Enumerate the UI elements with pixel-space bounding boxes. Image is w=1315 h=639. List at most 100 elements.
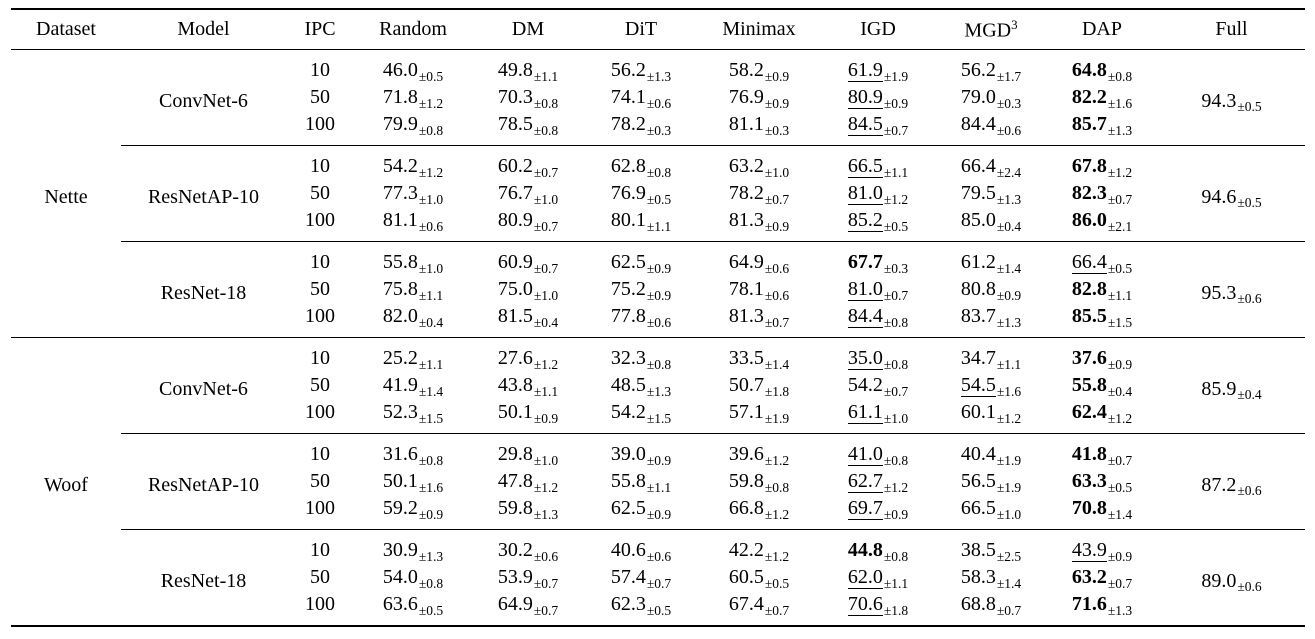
score-error: ±0.8 xyxy=(883,452,909,468)
score-value: 30.9 xyxy=(382,539,418,561)
score-value: 77.8 xyxy=(610,305,646,327)
score-value: 40.6 xyxy=(610,539,646,561)
score-value: 85.9 xyxy=(1201,377,1237,400)
score-error: ±0.7 xyxy=(1107,452,1133,468)
score-cell-dm: 53.9±0.7 xyxy=(472,564,584,591)
score-cell-dm: 80.9±0.7 xyxy=(472,207,584,242)
score-error: ±0.7 xyxy=(883,122,909,138)
model-label: ResNet-18 xyxy=(121,241,286,338)
score-value: 59.8 xyxy=(728,470,764,492)
ipc-value: 10 xyxy=(286,145,354,180)
score-cell-dm: 29.8±1.0 xyxy=(472,433,584,468)
score-value: 60.2 xyxy=(497,155,533,177)
score-error: ±0.4 xyxy=(1237,387,1262,402)
score-value: 61.1 xyxy=(847,401,883,424)
score-value: 50.1 xyxy=(382,470,418,492)
score-error: ±1.3 xyxy=(1107,122,1133,138)
score-cell-igd: 80.9±0.9 xyxy=(820,84,936,111)
ipc-value: 50 xyxy=(310,566,330,588)
table-row: 100 79.9±0.8 78.5±0.8 78.2±0.3 81.1±0.3 84.5±… xyxy=(11,111,1305,146)
table-row: ResNet-18 10 55.8±1.0 60.9±0.7 62.5±0.9 64.9±… xyxy=(11,241,1305,338)
score-cell-random: 81.1±0.6 xyxy=(354,207,472,242)
score-cell-dap: 62.4±1.2 xyxy=(1046,399,1158,434)
score-cell-dap: 70.8±1.4 xyxy=(1046,495,1158,530)
score-cell-igd: 61.1±1.0 xyxy=(820,399,936,434)
score-cell-dm: 75.0±1.0 xyxy=(472,276,584,303)
score-cell-minimax: 57.1±1.9 xyxy=(698,399,820,434)
score-value: 82.3 xyxy=(1071,182,1107,204)
score-error: ±1.4 xyxy=(996,260,1022,276)
score-value: 48.5 xyxy=(610,374,646,396)
score-cell-minimax: 76.9±0.9 xyxy=(698,84,820,111)
score-cell-dm: 64.9±0.7 xyxy=(472,591,584,626)
score-cell-dap: 82.8±1.1 xyxy=(1046,276,1158,303)
score-cell-mgd: 83.7±1.3 xyxy=(936,303,1046,338)
score-cell-random: 79.9±0.8 xyxy=(354,111,472,146)
score-cell-dm: 50.1±0.9 xyxy=(472,399,584,434)
score-value: 82.2 xyxy=(1071,86,1107,108)
score-error: ±1.1 xyxy=(1107,287,1133,303)
score-value: 82.8 xyxy=(1071,278,1107,300)
score-value: 94.6 xyxy=(1201,185,1237,208)
score-error: ±1.2 xyxy=(1107,164,1133,180)
score-cell-random: 63.6±0.5 xyxy=(354,591,472,626)
score-cell-igd: 41.0±0.8 xyxy=(820,433,936,468)
score-cell-mgd: 68.8±0.7 xyxy=(936,591,1046,626)
score-cell-igd: 44.8±0.8 xyxy=(820,529,936,564)
score-cell-dap: 85.5±1.5 xyxy=(1046,303,1158,338)
score-error: ±1.0 xyxy=(418,260,444,276)
score-error: ±0.3 xyxy=(883,260,909,276)
table-row: 50 77.3±1.0 76.7±1.0 76.9±0.5 78.2±0.7 81.0±1… xyxy=(11,180,1305,207)
score-cell-dap: 63.2±0.7 xyxy=(1046,564,1158,591)
score-cell-minimax: 81.3±0.9 xyxy=(698,207,820,242)
score-cell-random: 50.1±1.6 xyxy=(354,468,472,495)
score-error: ±1.0 xyxy=(883,410,909,426)
score-error: ±0.7 xyxy=(533,260,559,276)
score-error: ±0.9 xyxy=(1107,548,1133,564)
score-error: ±0.8 xyxy=(418,122,444,138)
score-value: 66.5 xyxy=(960,497,996,519)
model-label: ResNetAP-10 xyxy=(121,433,286,530)
score-cell-random: 59.2±0.9 xyxy=(354,495,472,530)
score-value: 63.3 xyxy=(1071,470,1107,492)
score-cell-dit: 54.2±1.5 xyxy=(584,399,698,434)
score-error: ±1.0 xyxy=(533,191,559,207)
score-cell-igd: 62.0±1.1 xyxy=(820,564,936,591)
score-error: ±2.1 xyxy=(1107,218,1133,234)
score-value: 54.2 xyxy=(610,401,646,423)
score-cell-dm: 59.8±1.3 xyxy=(472,495,584,530)
column-header-dataset: Dataset xyxy=(11,9,121,50)
column-header-label: DM xyxy=(511,18,545,40)
score-error: ±0.8 xyxy=(646,356,672,372)
score-value: 50.1 xyxy=(497,401,533,423)
score-error: ±0.6 xyxy=(418,218,444,234)
score-value: 78.5 xyxy=(497,113,533,135)
score-cell-igd: 62.7±1.2 xyxy=(820,468,936,495)
score-value: 55.8 xyxy=(1071,374,1107,396)
score-value: 59.2 xyxy=(382,497,418,519)
score-cell-random: 54.0±0.8 xyxy=(354,564,472,591)
score-cell-mgd: 85.0±0.4 xyxy=(936,207,1046,242)
score-cell-full: 89.0±0.6 xyxy=(1158,529,1305,626)
score-value: 38.5 xyxy=(960,539,996,561)
score-cell-mgd: 61.2±1.4 xyxy=(936,241,1046,276)
score-error: ±0.8 xyxy=(418,575,444,591)
score-value: 71.8 xyxy=(382,86,418,108)
score-cell-dit: 32.3±0.8 xyxy=(584,337,698,372)
score-cell-dap: 64.8±0.8 xyxy=(1046,50,1158,85)
score-value: 56.2 xyxy=(610,59,646,81)
score-value: 66.5 xyxy=(847,155,883,178)
score-value: 85.2 xyxy=(847,209,883,232)
ipc-value: 10 xyxy=(286,241,354,276)
table-row: 100 82.0±0.4 81.5±0.4 77.8±0.6 81.3±0.7 84.4±… xyxy=(11,303,1305,338)
score-cell-mgd: 66.4±2.4 xyxy=(936,145,1046,180)
score-error: ±1.9 xyxy=(764,410,790,426)
score-error: ±0.6 xyxy=(533,548,559,564)
score-error: ±0.9 xyxy=(533,410,559,426)
score-value: 75.0 xyxy=(497,278,533,300)
score-cell-minimax: 33.5±1.4 xyxy=(698,337,820,372)
table-row: 50 71.8±1.2 70.3±0.8 74.1±0.6 76.9±0.9 80.9±0… xyxy=(11,84,1305,111)
score-value: 71.6 xyxy=(1071,593,1107,615)
score-error: ±1.0 xyxy=(533,452,559,468)
